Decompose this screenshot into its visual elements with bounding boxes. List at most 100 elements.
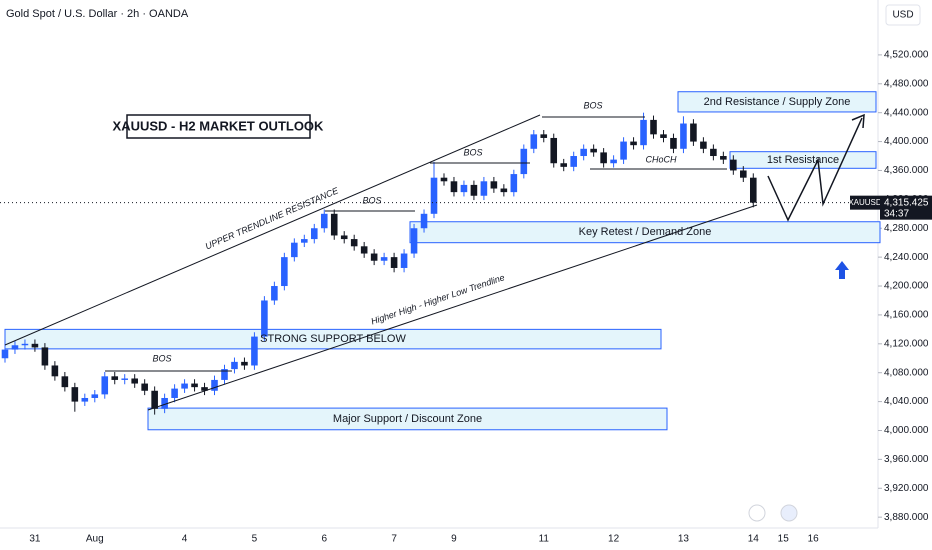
candle-body xyxy=(340,235,348,240)
candle-body xyxy=(430,177,438,214)
candle-body xyxy=(111,376,119,380)
candle-body xyxy=(640,119,647,146)
candle-body xyxy=(570,156,577,167)
candle-body xyxy=(540,134,548,138)
candle-body xyxy=(380,257,388,261)
x-tick-label: 15 xyxy=(778,534,790,545)
candle-body xyxy=(620,141,627,160)
candle-body xyxy=(749,177,757,203)
candle-body xyxy=(201,387,208,391)
projection-arrow xyxy=(851,113,865,129)
candle-body xyxy=(211,379,218,391)
y-tick-label: 4,520.000 xyxy=(884,50,929,61)
x-tick-label: 5 xyxy=(252,534,258,545)
currency: USD xyxy=(892,10,913,21)
candle-body xyxy=(720,156,727,160)
up-arrow xyxy=(835,261,849,279)
zone-label: 1st Resistance xyxy=(767,154,839,166)
candle-body xyxy=(590,148,597,153)
candle-body xyxy=(450,181,458,193)
candle-body xyxy=(560,163,568,167)
x-tick-label: 12 xyxy=(608,534,620,545)
y-tick-label: 4,360.000 xyxy=(884,165,929,176)
bos-label: BOS xyxy=(362,195,381,205)
price-tag xyxy=(880,195,932,220)
candle-body xyxy=(650,119,657,135)
x-tick-label: Aug xyxy=(86,534,104,545)
y-tick-label: 3,920.000 xyxy=(884,483,929,494)
candle-body xyxy=(1,349,9,359)
y-tick-label: 4,400.000 xyxy=(884,136,929,147)
candle-body xyxy=(21,343,29,346)
candle-body xyxy=(630,141,637,146)
candle-body xyxy=(610,159,617,164)
candle-body xyxy=(660,134,667,138)
candle-body xyxy=(121,378,129,380)
candle-body xyxy=(730,159,737,171)
candle-body xyxy=(141,383,148,391)
candle-body xyxy=(460,184,468,193)
bos-label: BOS xyxy=(583,100,602,110)
candle-body xyxy=(61,376,69,388)
candle-body xyxy=(680,123,687,149)
candle-body xyxy=(690,123,697,142)
candle-body xyxy=(490,181,498,189)
plot xyxy=(0,54,882,518)
y-tick-label: 4,080.000 xyxy=(884,367,929,378)
x-tick-label: 31 xyxy=(29,534,41,545)
event-icon[interactable] xyxy=(748,504,766,522)
candle-body xyxy=(71,387,79,402)
candle-body xyxy=(11,345,19,350)
candle-body xyxy=(410,228,418,254)
trendline xyxy=(147,204,758,411)
candle-body xyxy=(51,365,59,377)
candle-body xyxy=(520,148,528,175)
x-tick-label: 7 xyxy=(391,534,397,545)
y-tick-label: 3,960.000 xyxy=(884,454,929,465)
candle-body xyxy=(310,228,318,240)
price-tag-label: 4,315.425 xyxy=(884,197,929,208)
candle-body xyxy=(320,213,328,229)
zone xyxy=(677,91,877,113)
candle-body xyxy=(101,376,109,395)
candle-body xyxy=(480,181,488,196)
candle-body xyxy=(41,347,49,366)
candle-body xyxy=(81,397,89,402)
candle-body xyxy=(600,152,607,164)
zone-label: 2nd Resistance / Supply Zone xyxy=(704,96,851,108)
candle-body xyxy=(420,213,428,229)
x-tick-label: 13 xyxy=(678,534,690,545)
x-tick-label: 4 xyxy=(182,534,188,545)
candle-body xyxy=(171,388,178,398)
candle-body xyxy=(251,336,258,366)
y-tick-label: 4,280.000 xyxy=(884,223,929,234)
y-tick-label: 4,480.000 xyxy=(884,78,929,89)
y-tick-label: 4,440.000 xyxy=(884,107,929,118)
candle-body xyxy=(740,170,747,178)
zone-label: Major Support / Discount Zone xyxy=(333,413,482,425)
zone-label: Key Retest / Demand Zone xyxy=(579,226,712,238)
x-tick-label: 9 xyxy=(451,534,457,545)
bos-label: BOS xyxy=(152,353,171,363)
candle-body xyxy=(301,239,308,243)
candle-body xyxy=(241,361,248,366)
x-tick-label: 16 xyxy=(808,534,820,545)
candle-body xyxy=(271,286,278,301)
y-tick-label: 4,200.000 xyxy=(884,281,929,292)
candle-body xyxy=(261,300,268,337)
countdown: 34:37 xyxy=(884,208,909,219)
candle-body xyxy=(151,390,158,409)
symbol-tag-label: XAUUSD xyxy=(848,198,882,207)
candle-body xyxy=(181,383,188,389)
candle-body xyxy=(91,394,99,398)
candle-body xyxy=(350,239,358,247)
candle-body xyxy=(580,148,587,157)
currency-box[interactable] xyxy=(885,4,921,26)
zone xyxy=(4,328,662,350)
y-tick-label: 4,120.000 xyxy=(884,338,929,349)
y-tick-label: 4,240.000 xyxy=(884,252,929,263)
event-icon[interactable] xyxy=(780,504,798,522)
choch-label: CHoCH xyxy=(645,154,677,164)
zone xyxy=(147,407,668,431)
